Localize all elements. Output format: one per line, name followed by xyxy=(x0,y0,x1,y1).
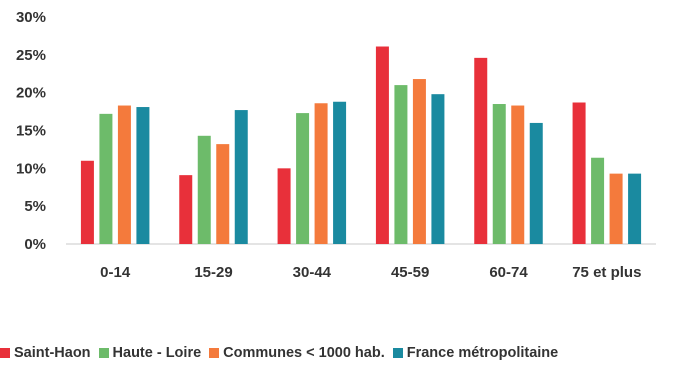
bar-communes-1000-hab--75-et-plus xyxy=(609,173,623,244)
bar-communes-1000-hab--30-44 xyxy=(314,103,328,244)
legend-item: France métropolitaine xyxy=(392,345,559,361)
bar-saint-haon-15-29 xyxy=(179,175,193,244)
bar-saint-haon-0-14 xyxy=(80,160,94,244)
x-category-label: 45-59 xyxy=(391,264,429,281)
bar-haute-loire-0-14 xyxy=(99,113,113,244)
bar-france-m-tropolitaine-15-29 xyxy=(234,110,248,244)
bar-saint-haon-60-74 xyxy=(474,57,488,244)
bar-communes-1000-hab--0-14 xyxy=(117,105,131,244)
bar-communes-1000-hab--45-59 xyxy=(412,79,426,245)
chart-plot: 0% 5% 10% 15% 20% 25% 30% 0-14 15-29 30-44 45-59 60… xyxy=(16,9,656,281)
y-tick-label: 20% xyxy=(16,85,46,102)
bar-communes-1000-hab--15-29 xyxy=(216,144,230,244)
bar-communes-1000-hab--60-74 xyxy=(511,105,525,244)
x-category-label: 60-74 xyxy=(489,264,528,281)
x-category-label: 15-29 xyxy=(194,264,232,281)
y-tick-label: 10% xyxy=(16,160,46,177)
legend-item: Saint-Haon xyxy=(0,345,91,361)
bar-france-m-tropolitaine-60-74 xyxy=(529,122,543,244)
legend-item: Communes < 1000 hab. xyxy=(209,345,385,361)
x-category-label: 0-14 xyxy=(100,264,131,281)
y-tick-label: 0% xyxy=(24,236,46,253)
bar-haute-loire-30-44 xyxy=(296,113,310,244)
x-category-label: 30-44 xyxy=(293,264,332,281)
bar-france-m-tropolitaine-0-14 xyxy=(136,107,150,244)
bar-saint-haon-75-et-plus xyxy=(572,102,586,245)
legend-swatch xyxy=(392,348,403,358)
y-tick-label: 30% xyxy=(16,9,46,26)
legend-label: Communes < 1000 hab. xyxy=(223,345,385,361)
legend-swatch xyxy=(0,348,10,358)
bar-haute-loire-15-29 xyxy=(197,135,211,244)
legend-item: Haute - Loire xyxy=(98,345,202,361)
legend-swatch xyxy=(98,348,109,358)
legend-swatch xyxy=(209,348,220,358)
x-category-label: 75 et plus xyxy=(572,264,641,281)
bar-haute-loire-45-59 xyxy=(394,85,408,244)
bar-france-m-tropolitaine-45-59 xyxy=(431,94,445,245)
bar-saint-haon-30-44 xyxy=(277,168,291,244)
y-tick-label: 25% xyxy=(16,47,46,64)
y-tick-label: 15% xyxy=(16,123,46,140)
chart-legend: Saint-Haon Haute - Loire Communes < 1000 h… xyxy=(0,342,674,364)
legend-label: France métropolitaine xyxy=(406,345,559,361)
bar-saint-haon-45-59 xyxy=(375,46,389,245)
bar-haute-loire-60-74 xyxy=(492,104,506,245)
bar-france-m-tropolitaine-75-et-plus xyxy=(628,173,642,244)
bar-haute-loire-75-et-plus xyxy=(591,157,605,244)
y-tick-label: 5% xyxy=(24,198,46,215)
legend-label: Haute - Loire xyxy=(112,345,202,361)
bar-france-m-tropolitaine-30-44 xyxy=(333,101,347,244)
legend-label: Saint-Haon xyxy=(14,345,91,361)
